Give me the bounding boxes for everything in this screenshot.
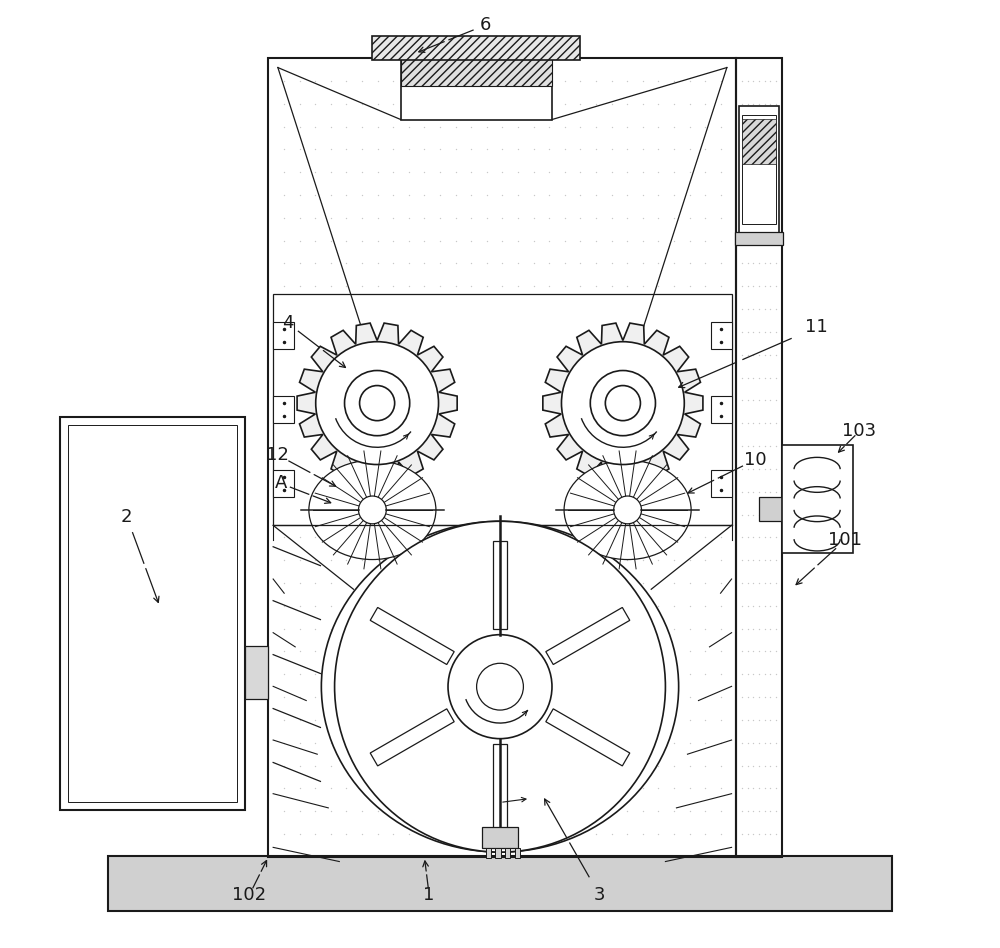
Bar <box>268 58 736 857</box>
Bar <box>495 848 501 859</box>
Bar <box>401 53 552 119</box>
Bar <box>742 118 776 164</box>
Bar <box>759 497 782 520</box>
Bar <box>273 322 294 349</box>
Circle shape <box>359 496 386 524</box>
Bar <box>736 58 782 857</box>
Text: 101: 101 <box>828 531 862 549</box>
Polygon shape <box>493 541 507 629</box>
Polygon shape <box>546 709 630 766</box>
Text: 3: 3 <box>593 885 605 903</box>
Bar <box>372 36 580 60</box>
Bar <box>515 848 520 859</box>
Bar <box>68 425 237 802</box>
Bar <box>742 116 776 225</box>
Text: 103: 103 <box>842 423 876 441</box>
Circle shape <box>316 341 439 465</box>
Bar <box>782 445 853 554</box>
Circle shape <box>561 341 684 465</box>
Polygon shape <box>493 744 507 832</box>
Bar <box>401 53 552 86</box>
Circle shape <box>614 496 641 524</box>
Bar <box>739 106 779 234</box>
Polygon shape <box>370 608 454 665</box>
Circle shape <box>335 521 665 852</box>
Ellipse shape <box>564 461 691 559</box>
Text: 6: 6 <box>480 16 492 34</box>
Circle shape <box>448 635 552 738</box>
Text: A: A <box>275 474 287 492</box>
Ellipse shape <box>321 521 679 852</box>
Circle shape <box>605 386 640 421</box>
Text: 2: 2 <box>121 507 132 525</box>
Text: 10: 10 <box>744 451 767 469</box>
Bar <box>735 232 783 246</box>
Circle shape <box>345 371 410 436</box>
Polygon shape <box>543 323 703 483</box>
Text: 12: 12 <box>266 447 289 465</box>
Bar <box>505 848 510 859</box>
Text: 102: 102 <box>232 885 267 903</box>
Bar <box>711 322 732 349</box>
Circle shape <box>590 371 655 436</box>
Bar <box>482 828 518 848</box>
Text: 1: 1 <box>423 885 435 903</box>
Bar <box>486 848 491 859</box>
Ellipse shape <box>309 461 436 559</box>
Circle shape <box>360 386 395 421</box>
Bar <box>711 470 732 497</box>
Polygon shape <box>297 323 457 483</box>
Bar <box>711 396 732 423</box>
Bar <box>108 856 892 911</box>
Polygon shape <box>546 608 630 665</box>
Polygon shape <box>370 709 454 766</box>
Text: 11: 11 <box>805 319 828 337</box>
Bar <box>273 470 294 497</box>
Bar <box>273 294 732 525</box>
Bar <box>245 646 268 699</box>
Bar <box>273 396 294 423</box>
Bar <box>60 417 245 810</box>
Text: 4: 4 <box>282 314 293 332</box>
Circle shape <box>477 664 523 710</box>
